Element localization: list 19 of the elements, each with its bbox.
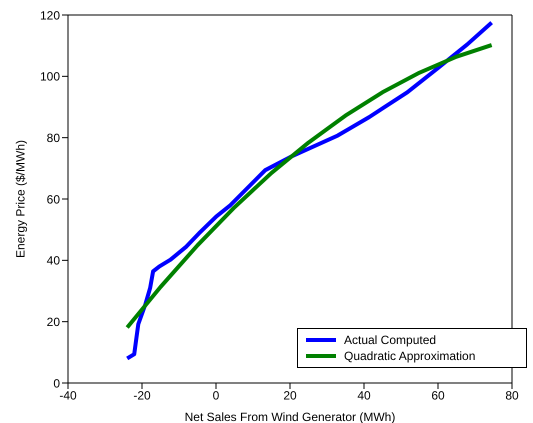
x-tick-label: 60 [431,388,445,403]
y-tick-label: 120 [40,8,60,22]
y-tick-label: 0 [53,376,60,390]
line-series [125,20,494,360]
y-tick-label: 80 [46,130,60,145]
x-tick-label: 40 [357,388,371,403]
line-series [125,43,494,330]
y-tick-label: 40 [46,254,60,268]
x-tick-label: 80 [505,388,519,403]
legend-label: Actual Computed [344,332,436,348]
legend-label: Quadratic Approximation [344,348,476,364]
x-tick-label: 20 [283,388,297,403]
y-tick-label: 100 [40,70,60,84]
y-axis-title: Energy Price ($/MWh) [13,140,28,258]
y-tick-label: 60 [46,192,60,206]
x-tick-label: 0 [212,388,220,403]
y-tick-label: 20 [46,314,60,329]
x-tick-label: -20 [133,388,151,403]
x-tick-label: -40 [59,388,77,403]
